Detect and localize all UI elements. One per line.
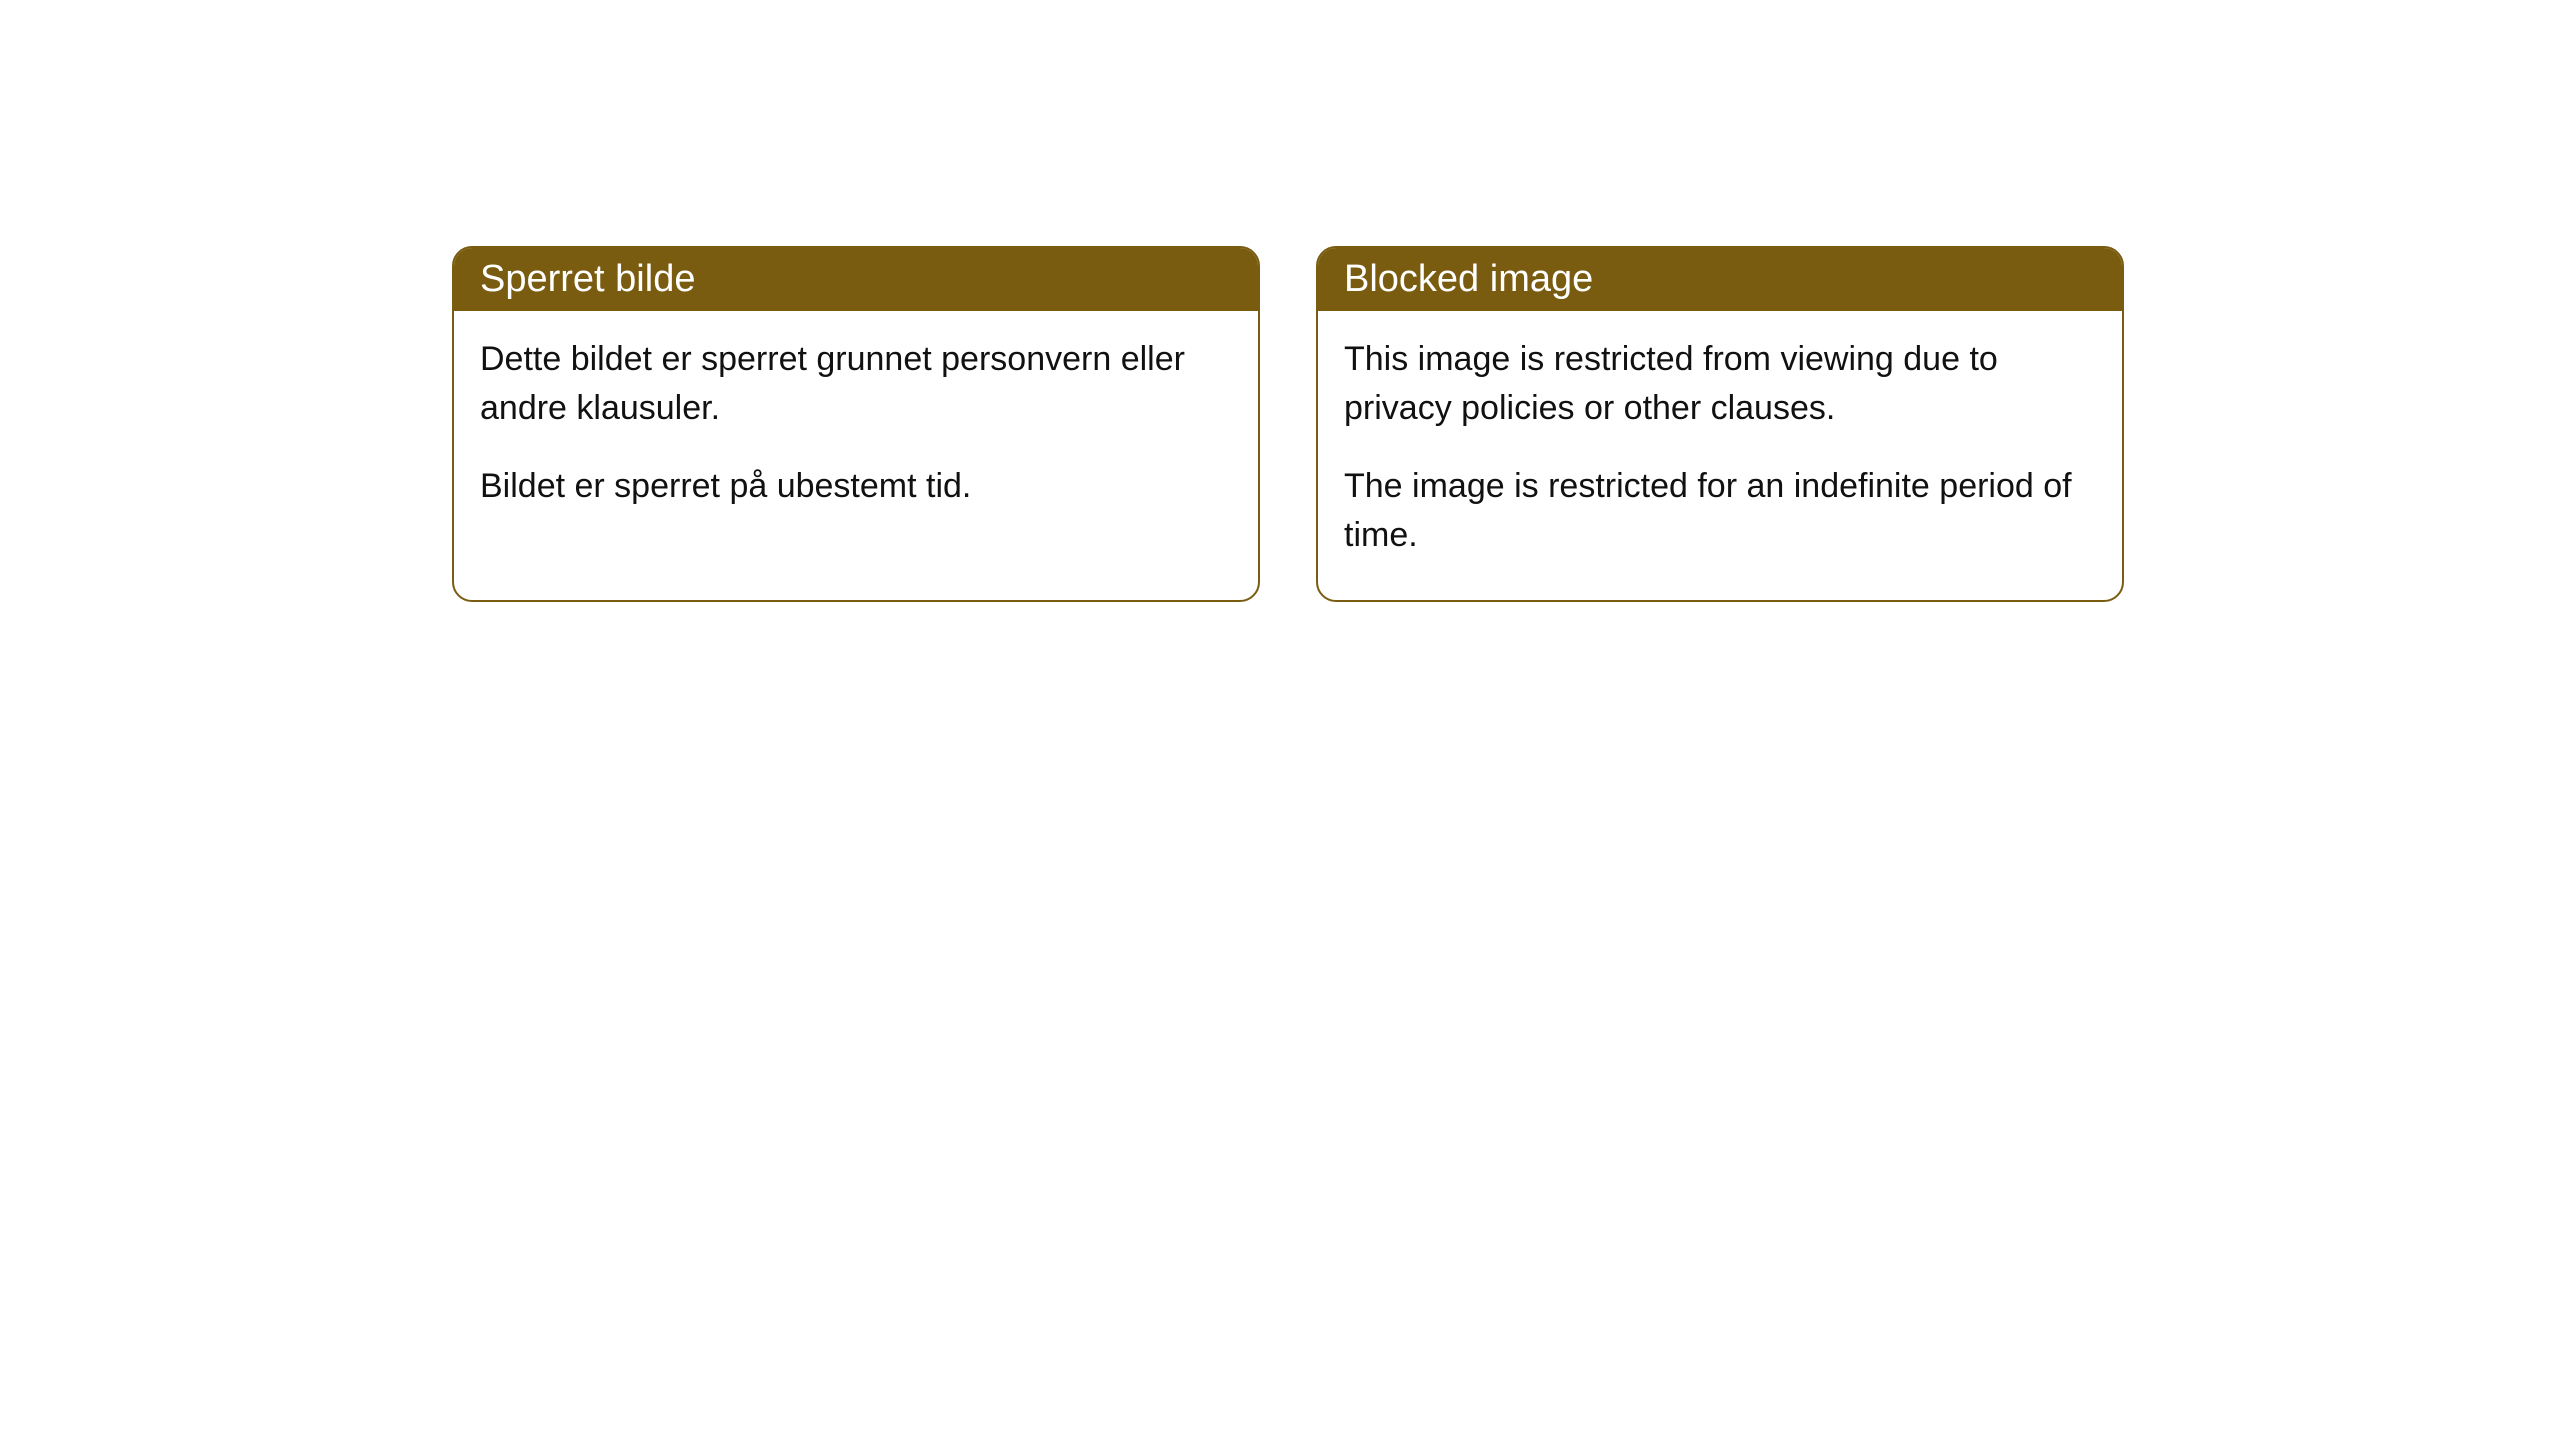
card-paragraph: This image is restricted from viewing du…	[1344, 335, 2096, 434]
card-title: Blocked image	[1344, 258, 1593, 300]
card-paragraph: The image is restricted for an indefinit…	[1344, 462, 2096, 561]
card-paragraph: Dette bildet er sperret grunnet personve…	[480, 335, 1232, 434]
notice-card-norwegian: Sperret bilde Dette bildet er sperret gr…	[452, 246, 1260, 602]
card-title: Sperret bilde	[480, 258, 695, 300]
card-body: This image is restricted from viewing du…	[1318, 311, 2122, 600]
card-header: Sperret bilde	[454, 248, 1258, 311]
card-body: Dette bildet er sperret grunnet personve…	[454, 311, 1258, 551]
notice-card-english: Blocked image This image is restricted f…	[1316, 246, 2124, 602]
notice-cards-container: Sperret bilde Dette bildet er sperret gr…	[452, 246, 2124, 602]
card-paragraph: Bildet er sperret på ubestemt tid.	[480, 462, 1232, 511]
card-header: Blocked image	[1318, 248, 2122, 311]
